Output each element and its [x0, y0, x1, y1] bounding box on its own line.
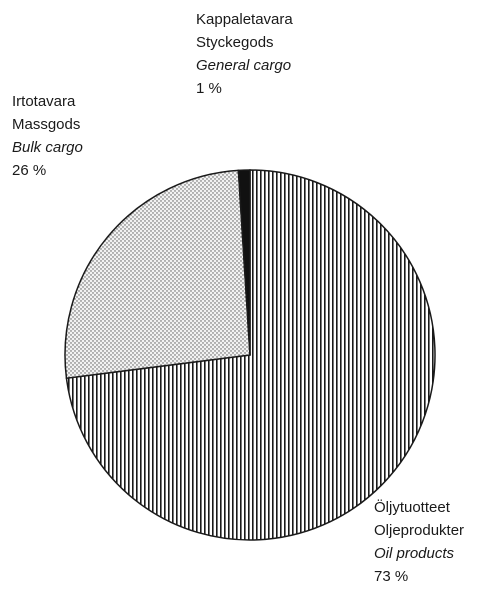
slice-label: Oil products	[374, 545, 455, 562]
slice-label: General cargo	[196, 57, 291, 74]
slice-label: Kappaletavara	[196, 11, 293, 28]
slice-label: Styckegods	[196, 34, 274, 51]
pie-slice	[64, 169, 251, 380]
slice-label: Bulk cargo	[12, 139, 83, 156]
slice-label: Massgods	[12, 116, 80, 133]
slice-label: Öljytuotteet	[374, 498, 451, 516]
slice-label: 73 %	[374, 568, 408, 585]
slice-label: 26 %	[12, 162, 46, 179]
pie-slice	[237, 169, 251, 356]
slice-label: 1 %	[196, 80, 222, 97]
slice-label: Irtotavara	[12, 93, 76, 110]
slice-label: Oljeprodukter	[374, 522, 464, 539]
